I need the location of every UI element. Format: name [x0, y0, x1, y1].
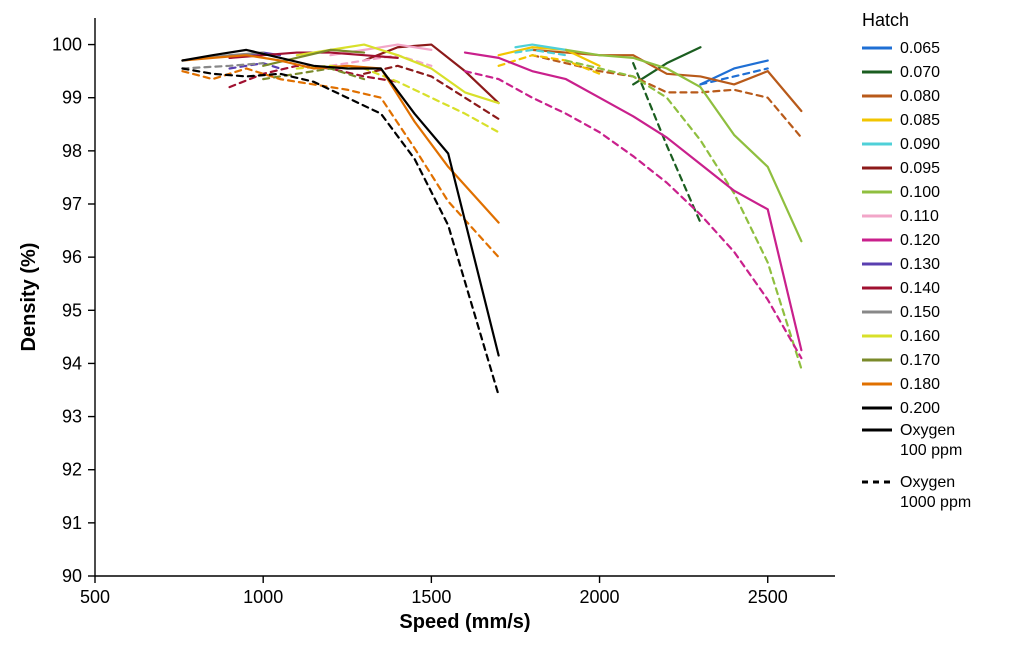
legend-label: 0.065 — [900, 40, 940, 57]
series-0.100-solid — [566, 50, 801, 241]
legend-title: Hatch — [862, 10, 909, 30]
legend-label: 0.140 — [900, 280, 940, 297]
y-tick-label: 100 — [52, 35, 82, 55]
x-tick-label: 2000 — [580, 587, 620, 607]
y-tick-label: 96 — [62, 247, 82, 267]
y-axis-label: Density (%) — [18, 243, 40, 352]
series-0.120-solid — [465, 53, 801, 351]
legend-label: 0.085 — [900, 112, 940, 129]
series-0.200-dash — [182, 68, 498, 395]
y-tick-label: 99 — [62, 88, 82, 108]
legend-label: 0.080 — [900, 88, 940, 105]
y-tick-label: 97 — [62, 194, 82, 214]
legend-label: 0.200 — [900, 400, 940, 417]
legend-style-dashed-label2: 1000 ppm — [900, 494, 971, 511]
legend-style-solid-label2: 100 ppm — [900, 442, 962, 459]
legend-label: 0.100 — [900, 184, 940, 201]
legend-label: 0.070 — [900, 64, 940, 81]
x-axis-label: Speed (mm/s) — [399, 611, 530, 633]
density-speed-chart: 500 1000 1500 2000 2500 90 91 92 93 94 95 96 97 98 99 1… — [0, 0, 1024, 658]
y-tick-label: 92 — [62, 460, 82, 480]
legend-label: 0.090 — [900, 136, 940, 153]
x-tick-label: 1500 — [411, 587, 451, 607]
legend-label: 0.180 — [900, 376, 940, 393]
y-tick-label: 94 — [62, 353, 82, 373]
legend-label: 0.120 — [900, 232, 940, 249]
series-0.070-solid — [633, 47, 700, 84]
series-0.070-dash — [633, 63, 700, 222]
chart-svg: 500 1000 1500 2000 2500 90 91 92 93 94 95 96 97 98 99 1… — [0, 0, 1024, 658]
series-0.180-solid — [182, 55, 498, 222]
y-tick-label: 90 — [62, 566, 82, 586]
legend-style-dashed-label: Oxygen — [900, 474, 955, 491]
series-0.100-dash — [566, 61, 801, 369]
series-0.080-solid — [532, 50, 801, 111]
y-tick-label: 93 — [62, 407, 82, 427]
x-tick-label: 500 — [80, 587, 110, 607]
series-0.120-dash — [465, 71, 801, 358]
series-0.065-solid — [700, 61, 767, 85]
y-tick-label: 95 — [62, 300, 82, 320]
x-tick-label: 1000 — [243, 587, 283, 607]
series-0.200-solid — [182, 50, 498, 356]
legend-label: 0.130 — [900, 256, 940, 273]
legend-label: 0.160 — [900, 328, 940, 345]
y-tick-label: 98 — [62, 141, 82, 161]
legend-label: 0.095 — [900, 160, 940, 177]
legend-label: 0.110 — [900, 208, 939, 225]
plot-area — [182, 45, 801, 396]
series-0.065-dash — [700, 68, 767, 84]
legend-style-solid-label: Oxygen — [900, 422, 955, 439]
legend-label: 0.170 — [900, 352, 940, 369]
x-tick-label: 2500 — [748, 587, 788, 607]
y-tick-label: 91 — [62, 513, 82, 533]
legend-label: 0.150 — [900, 304, 940, 321]
